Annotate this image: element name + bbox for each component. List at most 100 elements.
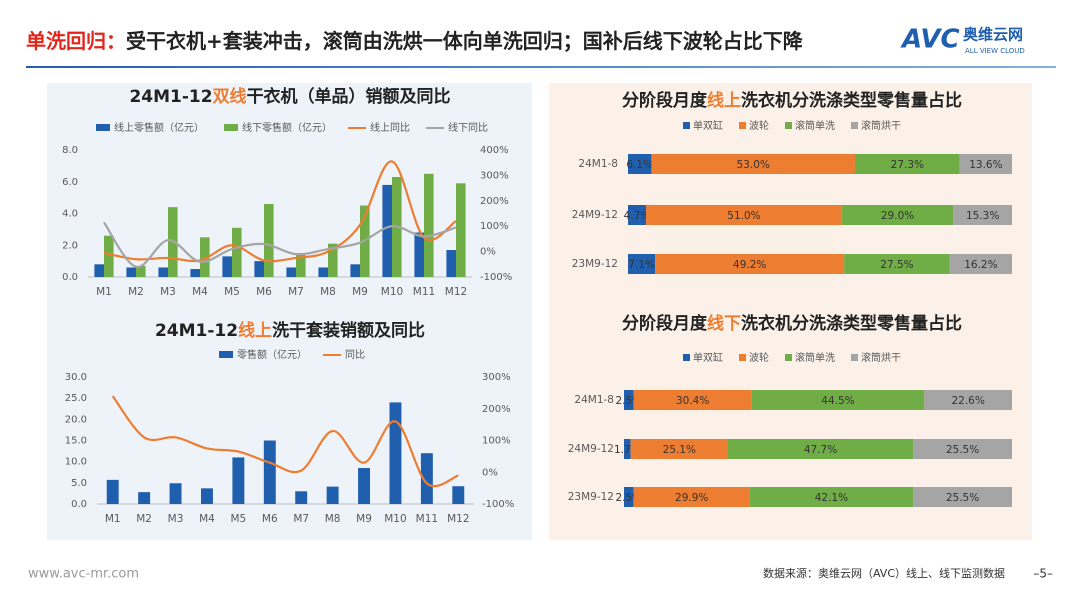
y-tick-label: 24M1-8: [578, 158, 618, 170]
logo-mark: AVC: [900, 25, 960, 55]
value-label: 29.0%: [881, 210, 914, 222]
bar-segment: [749, 487, 914, 507]
legend-swatch: [785, 354, 792, 361]
bar: [295, 491, 308, 504]
title-part: 线上: [707, 90, 741, 111]
title-part: 洗衣机分洗涤类型零售量占比: [741, 90, 962, 111]
legend-label: 线下同比: [448, 121, 488, 134]
value-label: 29.9%: [675, 492, 708, 504]
legend-swatch: [851, 122, 858, 129]
legend-swatch: [683, 354, 690, 361]
y2-tick-label: 400%: [480, 145, 509, 156]
title-part: 线上: [238, 320, 272, 341]
bar: [190, 269, 200, 277]
value-label: 44.5%: [821, 395, 854, 407]
value-label: 30.4%: [676, 395, 709, 407]
x-tick-label: M4: [192, 286, 208, 298]
bar-segment: [630, 439, 728, 459]
legend-label: 波轮: [749, 119, 769, 132]
header-title: 单洗回归：受干衣机+套装冲击，滚筒由洗烘一体向单洗回归；国补后线下波轮占比下降: [26, 29, 804, 53]
header-rule: [26, 66, 1056, 68]
bar: [126, 267, 136, 277]
bar: [232, 457, 245, 504]
value-label: 42.1%: [815, 492, 848, 504]
bar-segment: [624, 487, 634, 507]
y2-tick-label: 200%: [482, 404, 511, 415]
value-label: 51.0%: [727, 210, 760, 222]
bar: [232, 227, 242, 277]
y-tick-label: 24M9-12: [568, 443, 614, 455]
y-tick-label: 24M1-8: [574, 394, 614, 406]
bar-segment: [913, 439, 1012, 459]
legend-label: 线下零售额（亿元）: [242, 121, 332, 134]
x-tick-label: M4: [199, 513, 215, 525]
y-tick-label: 24M9-12: [572, 209, 618, 221]
y-tick-label: 23M9-12: [568, 491, 614, 503]
bar-segment: [959, 154, 1012, 174]
legend: 单双缸 波轮 滚筒单洗 滚筒烘干: [683, 351, 901, 364]
legend-label: 零售额（亿元）: [237, 348, 307, 361]
x-tick-label: M7: [293, 513, 309, 525]
bar: [200, 237, 210, 277]
bar-segment: [727, 439, 914, 459]
legend-label: 滚筒烘干: [861, 119, 901, 132]
title-part: 分阶段月度: [622, 313, 708, 334]
y-tick-label: 6.0: [62, 177, 78, 188]
bar: [264, 203, 274, 277]
bar: [424, 173, 434, 277]
chart-title: 分阶段月度线下洗衣机分洗涤类型零售量占比: [622, 313, 962, 334]
legend-swatch: [739, 354, 746, 361]
chart-title: 24M1-12线上洗干套装销额及同比: [155, 320, 425, 341]
legend-swatch: [224, 124, 238, 131]
bar: [350, 264, 360, 277]
bar-segment: [646, 205, 842, 225]
legend-swatch: [785, 122, 792, 129]
value-label: 49.2%: [733, 259, 766, 271]
value-label: 27.5%: [880, 259, 913, 271]
chart-title: 24M1-12双线干衣机（单品）销额及同比: [129, 86, 450, 107]
x-tick-label: M3: [160, 286, 176, 298]
legend-swatch: [96, 124, 110, 131]
footer-source: 数据来源：奥维云网（AVC）线上、线下监测数据: [763, 566, 1005, 580]
value-label: 16.2%: [964, 259, 997, 271]
y2-tick-label: 0%: [482, 467, 498, 478]
bar: [222, 256, 232, 277]
logo-tagline: ALL VIEW CLOUD: [965, 47, 1025, 55]
value-label: 27.3%: [891, 159, 924, 171]
bar: [326, 486, 339, 504]
bar: [382, 184, 392, 277]
value-label: 47.7%: [804, 444, 837, 456]
logo-name: 奥维云网: [963, 26, 1023, 44]
value-label: 25.5%: [946, 492, 979, 504]
line-series: [103, 160, 457, 263]
header-text: 受干衣机+套装冲击，滚筒由洗烘一体向单洗回归；国补后线下波轮占比下降: [126, 29, 804, 53]
header-keyword: 单洗回归：: [26, 29, 126, 53]
value-label: 13.6%: [969, 159, 1002, 171]
x-tick-label: M1: [105, 513, 121, 525]
x-tick-label: M5: [231, 513, 247, 525]
x-tick-label: M10: [384, 513, 406, 525]
bar: [446, 250, 456, 277]
title-part: 线下: [707, 313, 741, 334]
legend-label: 线上零售额（亿元）: [114, 121, 204, 134]
x-tick-label: M5: [224, 286, 240, 298]
footer-website: www.avc-mr.com: [28, 567, 139, 582]
bar-segment: [633, 487, 750, 507]
bar-segment: [655, 254, 845, 274]
page-number: –5–: [1033, 567, 1053, 581]
legend-label: 单双缸: [693, 119, 723, 132]
value-label: 25.5%: [946, 444, 979, 456]
bar-segment: [624, 390, 634, 410]
bar-segment: [844, 254, 950, 274]
x-tick-label: M9: [356, 513, 372, 525]
legend-label: 同比: [345, 349, 365, 361]
title-part: 洗衣机分洗涤类型零售量占比: [741, 313, 962, 334]
y-tick-label: 30.0: [65, 372, 87, 383]
left-panel: [47, 83, 532, 540]
line-series: [103, 221, 457, 268]
y2-tick-label: 200%: [480, 196, 509, 207]
value-label: 22.6%: [951, 395, 984, 407]
bar-segment: [651, 154, 855, 174]
x-tick-label: M1: [96, 286, 112, 298]
